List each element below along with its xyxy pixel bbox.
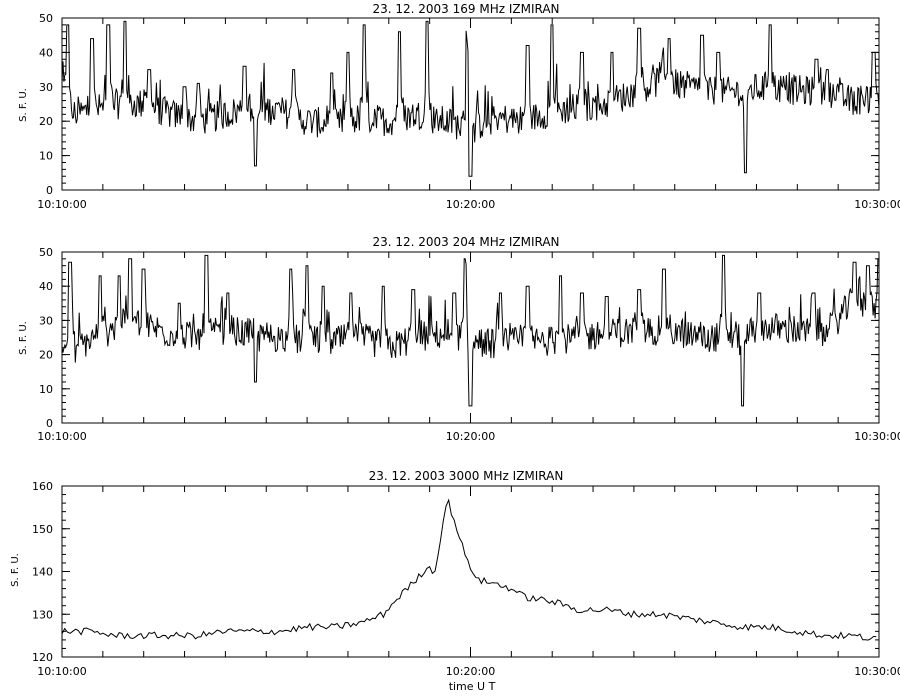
plot-frame	[61, 251, 880, 424]
chart-title: 23. 12. 2003 169 MHz IZMIRAN	[372, 2, 559, 16]
plot-frame	[61, 485, 880, 658]
y-tick-label: 40	[39, 280, 53, 293]
y-axis-label: S. F. U.	[18, 321, 29, 355]
x-tick-label: 10:30:00	[854, 430, 900, 443]
series-line	[61, 254, 879, 407]
y-tick-label: 50	[39, 12, 53, 25]
y-axis-label: S. F. U.	[10, 553, 21, 587]
chart-title: 23. 12. 2003 3000 MHz IZMIRAN	[369, 469, 564, 483]
panel-204mhz: 23. 12. 2003 204 MHz IZMIRAN S. F. U. 01…	[18, 235, 900, 443]
x-axis-label: time U T	[449, 680, 496, 693]
y-tick-label: 30	[39, 314, 53, 327]
y-tick-label: 30	[39, 81, 53, 94]
x-tick-label: 10:10:00	[37, 198, 86, 211]
x-tick-label: 10:30:00	[854, 198, 900, 211]
y-tick-label: 20	[39, 115, 53, 128]
panel-169mhz: 23. 12. 2003 169 MHz IZMIRAN S. F. U. 01…	[18, 2, 900, 211]
y-tick-label: 140	[32, 566, 53, 579]
y-axis-label: S. F. U.	[18, 88, 29, 122]
y-tick-label: 120	[32, 651, 53, 664]
y-tick-label: 10	[39, 150, 53, 163]
y-tick-label: 160	[32, 480, 53, 493]
y-tick-label: 150	[32, 523, 53, 536]
x-tick-label: 10:10:00	[37, 430, 86, 443]
panel-3000mhz: 23. 12. 2003 3000 MHz IZMIRAN S. F. U. t…	[10, 469, 900, 693]
y-tick-label: 0	[46, 417, 53, 430]
y-tick-label: 0	[46, 184, 53, 197]
y-tick-label: 20	[39, 349, 53, 362]
y-tick-label: 40	[39, 46, 53, 59]
x-tick-label: 10:20:00	[446, 665, 495, 678]
x-tick-label: 10:30:00	[854, 665, 900, 678]
series-line	[61, 20, 880, 177]
y-tick-label: 130	[32, 608, 53, 621]
x-tick-label: 10:20:00	[446, 198, 495, 211]
y-tick-label: 50	[39, 246, 53, 259]
series-line	[61, 498, 877, 641]
plot-frame	[61, 17, 880, 191]
x-tick-label: 10:20:00	[446, 430, 495, 443]
x-tick-label: 10:10:00	[37, 665, 86, 678]
chart-title: 23. 12. 2003 204 MHz IZMIRAN	[372, 235, 559, 249]
y-tick-label: 10	[39, 383, 53, 396]
